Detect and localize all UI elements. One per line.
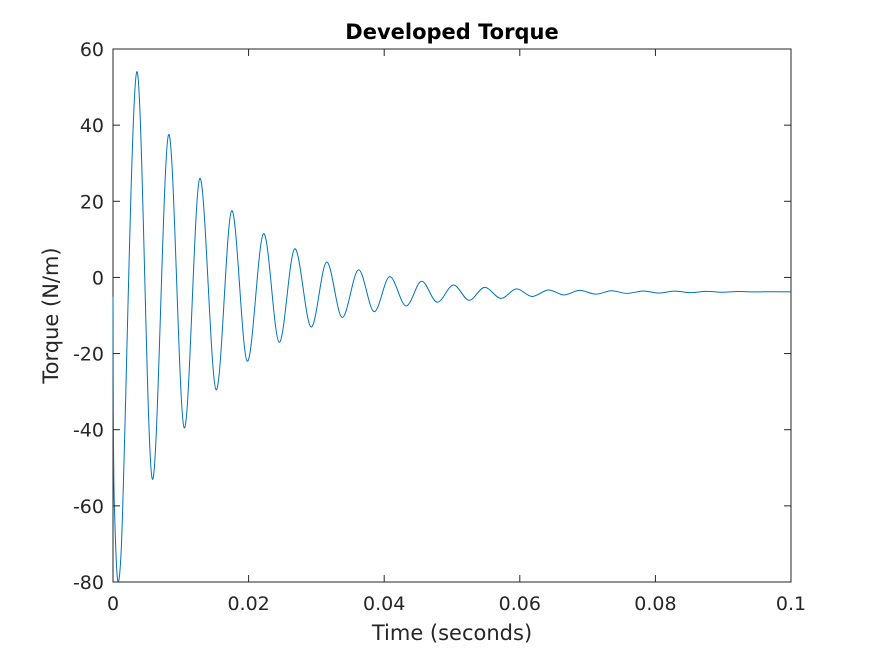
x-tick-label: 0.08 — [634, 593, 676, 615]
x-tick-label: 0.02 — [227, 593, 269, 615]
tick-layer: 0 0.02 0.04 0.06 0.08 0.1 -80 -60 -40 -20 0 20 40 60 — [73, 39, 806, 615]
x-axis-label: Time (seconds) — [371, 621, 532, 645]
torque-series-line — [112, 71, 792, 583]
chart-title: Developed Torque — [345, 20, 558, 44]
y-tick-label: -60 — [73, 496, 104, 518]
x-tick-label: 0.1 — [776, 593, 806, 615]
y-tick-label: -20 — [73, 344, 104, 366]
axes-box — [112, 48, 792, 583]
y-tick-label: 60 — [80, 39, 104, 61]
series-layer — [112, 71, 792, 583]
y-tick-label: 40 — [80, 115, 104, 137]
y-tick-label: -80 — [73, 572, 104, 594]
plot-area: 0 0.02 0.04 0.06 0.08 0.1 -80 -60 -40 -20 0 20 40 60 — [73, 39, 806, 615]
x-tick-label: 0.06 — [499, 593, 541, 615]
x-tick-label: 0.04 — [363, 593, 405, 615]
y-tick-label: 20 — [80, 191, 104, 213]
x-tick-label: 0 — [107, 593, 119, 615]
y-tick-label: 0 — [92, 267, 104, 289]
y-tick-label: -40 — [73, 420, 104, 442]
y-axis-label: Torque (N/m) — [39, 247, 63, 384]
